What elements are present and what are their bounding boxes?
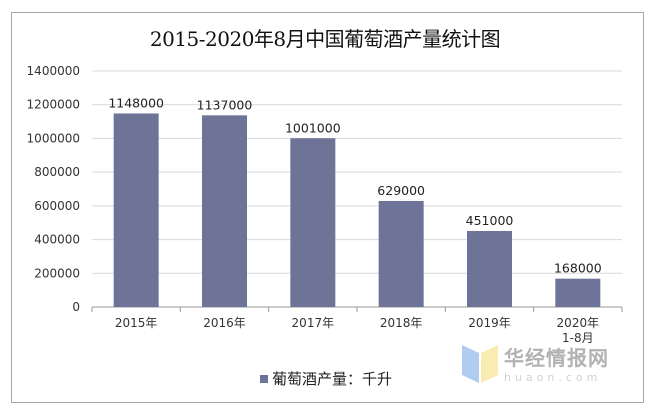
x-tick-label: 2018年	[380, 316, 423, 330]
y-tick-label: 0	[72, 300, 80, 314]
watermark: 华经情报网 huaon.com	[462, 342, 609, 384]
y-tick-label: 400000	[34, 233, 80, 247]
bar	[113, 113, 159, 307]
chart-title: 2015-2020年8月中国葡萄酒产量统计图	[149, 27, 501, 51]
data-label: 168000	[554, 261, 602, 276]
legend-swatch	[260, 374, 268, 383]
data-label: 1137000	[197, 97, 253, 112]
bar	[467, 230, 512, 307]
data-label: 629000	[377, 183, 425, 198]
x-tick-label: 2017年	[292, 316, 335, 330]
watermark-name: 华经情报网	[504, 346, 609, 370]
data-label: 451000	[466, 213, 514, 228]
bar	[202, 115, 247, 307]
x-tick-label: 2020年 1-8月	[557, 316, 600, 345]
legend-label: 葡萄酒产量：千升	[272, 370, 393, 388]
bar	[290, 138, 336, 307]
watermark-url: huaon.com	[504, 371, 602, 384]
x-tick-label: 2019年	[468, 316, 511, 330]
y-tick-label: 600000	[34, 199, 80, 213]
bar	[555, 278, 601, 307]
legend: 葡萄酒产量：千升	[260, 368, 392, 389]
y-tick-label: 200000	[34, 266, 80, 280]
y-tick-label: 800000	[34, 165, 80, 179]
y-tick-label: 1000000	[27, 131, 80, 145]
y-tick-label: 1200000	[27, 98, 80, 112]
y-tick-label: 1400000	[27, 64, 80, 78]
x-tick-label: 2016年	[203, 316, 246, 330]
bar	[378, 200, 424, 307]
data-label: 1001000	[285, 120, 341, 135]
data-label: 1148000	[108, 95, 164, 110]
x-tick-label: 2015年	[115, 316, 158, 330]
watermark-logo-icon	[462, 345, 498, 383]
